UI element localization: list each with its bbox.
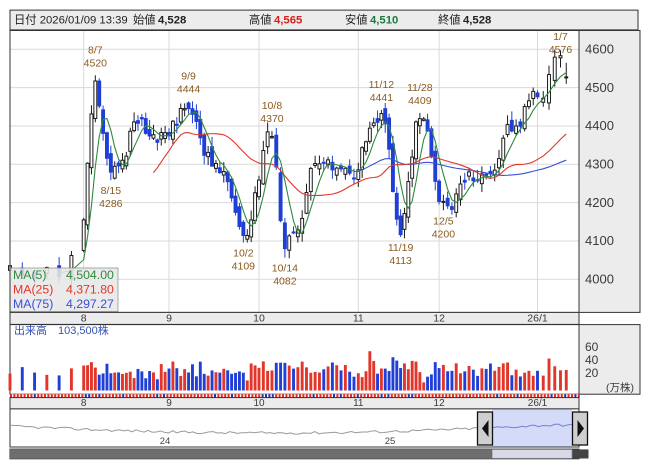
svg-text:9: 9 bbox=[166, 398, 172, 409]
svg-text:9/9: 9/9 bbox=[181, 70, 196, 82]
svg-text:8: 8 bbox=[81, 312, 87, 324]
svg-text:8: 8 bbox=[81, 398, 87, 409]
svg-text:25: 25 bbox=[385, 436, 396, 447]
svg-text:4300: 4300 bbox=[585, 157, 614, 172]
svg-text:10/8: 10/8 bbox=[262, 100, 283, 112]
svg-text:26/1: 26/1 bbox=[527, 312, 548, 324]
svg-text:終値: 終値 bbox=[438, 13, 461, 27]
svg-text:4409: 4409 bbox=[408, 95, 432, 107]
svg-text:4,528: 4,528 bbox=[158, 15, 186, 27]
svg-text:4113: 4113 bbox=[389, 255, 412, 267]
svg-text:4100: 4100 bbox=[585, 233, 614, 248]
svg-text:10: 10 bbox=[253, 312, 265, 324]
svg-text:4500: 4500 bbox=[585, 80, 614, 95]
svg-text:4370: 4370 bbox=[260, 113, 284, 125]
svg-text:4286: 4286 bbox=[99, 198, 123, 210]
svg-text:高値: 高値 bbox=[249, 13, 272, 27]
svg-text:10: 10 bbox=[253, 398, 265, 409]
svg-text:11: 11 bbox=[353, 312, 364, 324]
svg-text:8/7: 8/7 bbox=[88, 44, 103, 56]
svg-text:4,504.00: 4,504.00 bbox=[66, 268, 114, 282]
svg-text:4400: 4400 bbox=[585, 118, 614, 133]
svg-text:4,510: 4,510 bbox=[370, 15, 398, 27]
svg-text:8/15: 8/15 bbox=[101, 185, 122, 197]
svg-text:4,528: 4,528 bbox=[463, 15, 491, 27]
svg-text:MA(75): MA(75) bbox=[13, 297, 53, 311]
svg-text:4000: 4000 bbox=[585, 272, 614, 287]
svg-text:4444: 4444 bbox=[177, 83, 201, 95]
svg-text:MA(25): MA(25) bbox=[13, 283, 53, 297]
svg-text:4082: 4082 bbox=[273, 276, 297, 288]
svg-text:11: 11 bbox=[353, 398, 364, 409]
svg-text:12: 12 bbox=[434, 398, 446, 409]
svg-text:4,297.27: 4,297.27 bbox=[66, 297, 114, 311]
svg-text:4109: 4109 bbox=[232, 261, 256, 273]
svg-text:26/1: 26/1 bbox=[528, 398, 548, 409]
svg-text:始値: 始値 bbox=[133, 13, 156, 27]
svg-text:10/14: 10/14 bbox=[272, 263, 298, 275]
svg-text:4441: 4441 bbox=[370, 92, 394, 104]
svg-text:1/7: 1/7 bbox=[553, 31, 568, 43]
svg-text:4200: 4200 bbox=[585, 195, 614, 210]
svg-text:4520: 4520 bbox=[84, 57, 108, 69]
svg-text:11/19: 11/19 bbox=[388, 242, 414, 254]
svg-text:MA(5): MA(5) bbox=[13, 268, 46, 282]
svg-text:4600: 4600 bbox=[585, 42, 614, 57]
svg-text:4200: 4200 bbox=[432, 228, 456, 240]
svg-text:24: 24 bbox=[160, 436, 171, 447]
svg-text:4,371.80: 4,371.80 bbox=[66, 283, 114, 297]
svg-text:60: 60 bbox=[585, 340, 599, 354]
svg-text:9: 9 bbox=[166, 312, 172, 324]
svg-text:4576: 4576 bbox=[549, 44, 573, 56]
svg-text:12: 12 bbox=[433, 312, 445, 324]
svg-text:40: 40 bbox=[585, 353, 599, 367]
svg-text:11/28: 11/28 bbox=[407, 82, 433, 94]
svg-text:(万株): (万株) bbox=[606, 381, 634, 394]
svg-text:安値: 安値 bbox=[345, 13, 368, 27]
svg-text:12/5: 12/5 bbox=[433, 215, 454, 227]
svg-text:4,565: 4,565 bbox=[274, 15, 302, 27]
svg-text:日付 2026/01/09 13:39: 日付 2026/01/09 13:39 bbox=[14, 14, 128, 27]
svg-text:10/2: 10/2 bbox=[233, 248, 254, 260]
svg-text:出来高 103,500株: 出来高 103,500株 bbox=[14, 323, 109, 337]
svg-text:11/12: 11/12 bbox=[369, 79, 395, 91]
svg-text:20: 20 bbox=[585, 366, 599, 380]
